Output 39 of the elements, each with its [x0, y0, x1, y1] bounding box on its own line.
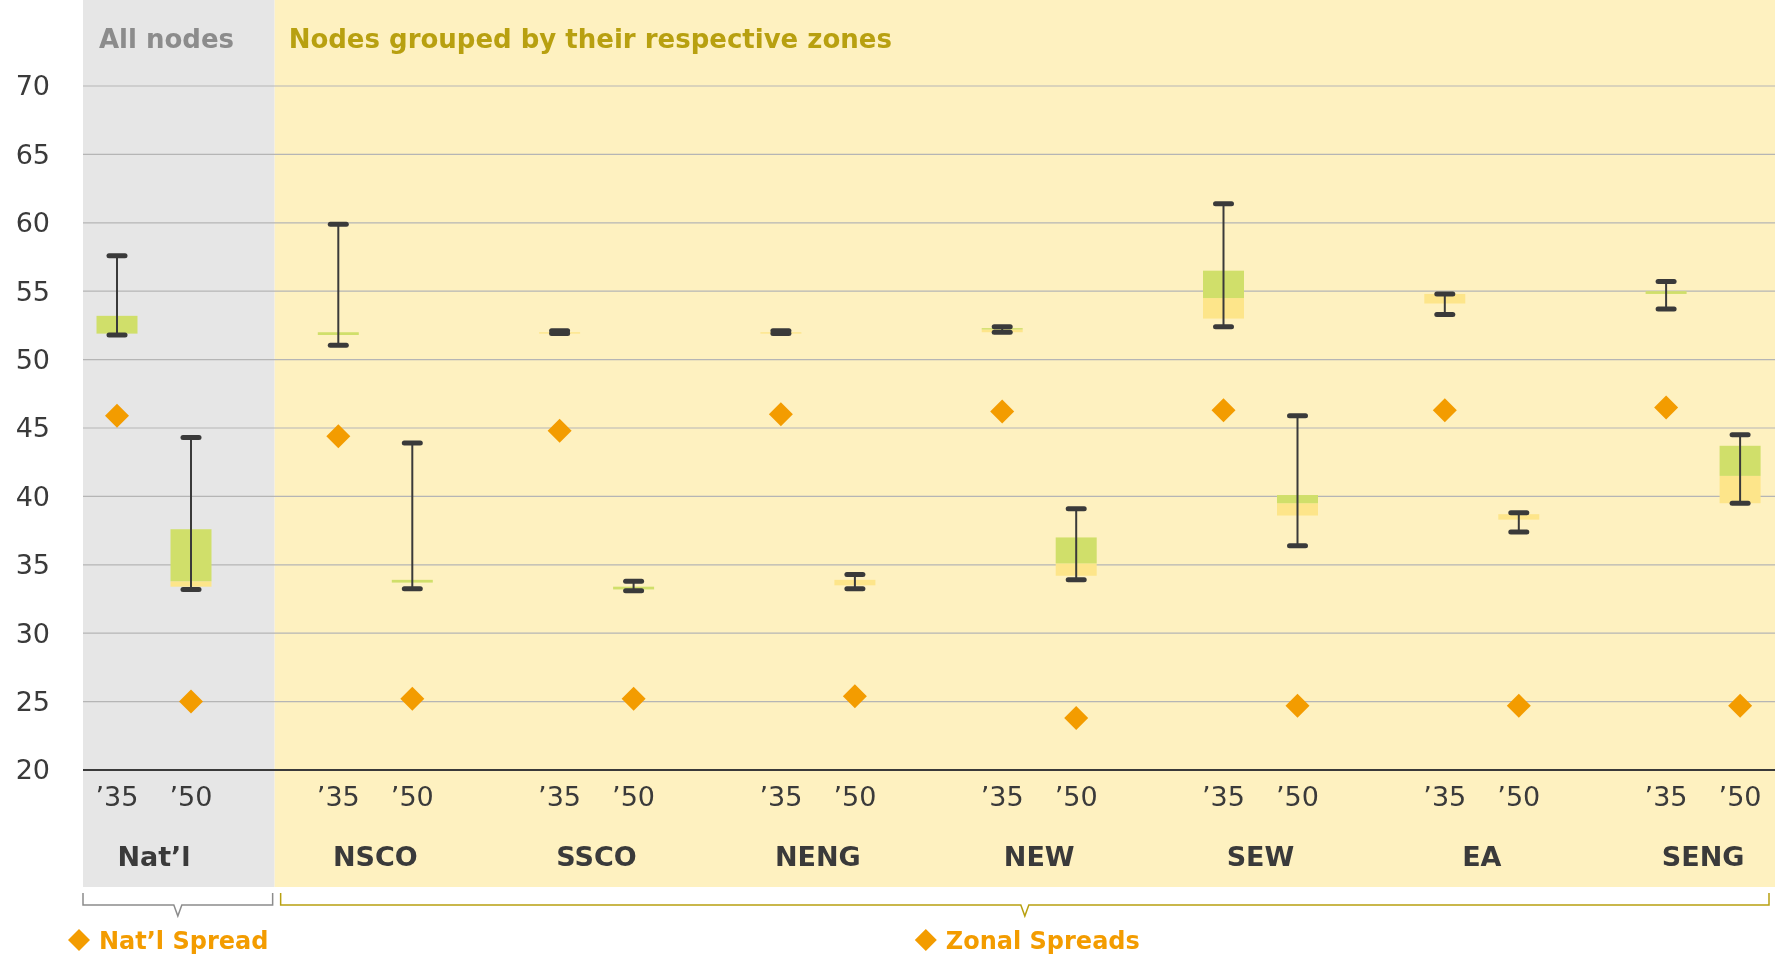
text: All nodes	[99, 24, 235, 54]
text: Nat’l	[117, 841, 191, 872]
y-tick-label: 70	[15, 70, 50, 102]
x-tick-label: ’50	[1054, 781, 1098, 812]
x-tick-label: ’35	[1423, 781, 1467, 812]
legend-label: Zonal Spreads	[945, 927, 1140, 955]
y-tick-label: 25	[15, 686, 50, 718]
x-tick-label: ’35	[759, 781, 803, 812]
y-tick-label: 50	[15, 344, 50, 376]
text: SSCO	[556, 841, 637, 872]
y-tick-label: 60	[15, 207, 50, 239]
x-tick-label: ’35	[538, 781, 582, 812]
text: NSCO	[332, 841, 418, 872]
y-tick-label: 55	[15, 275, 50, 307]
text: SEW	[1226, 841, 1295, 872]
text: SENG	[1661, 841, 1745, 872]
y-tick-label: 40	[15, 480, 50, 512]
x-tick-label: ’50	[390, 781, 434, 812]
x-tick-label: ’35	[1644, 781, 1688, 812]
x-tick-label: ’35	[95, 781, 139, 812]
text: NEW	[1003, 841, 1075, 872]
x-tick-label: ’35	[1202, 781, 1245, 812]
x-tick-label: ’35	[316, 781, 360, 812]
y-tick-label: 30	[15, 617, 50, 649]
y-tick-label: 65	[15, 138, 50, 170]
x-tick-label: ’50	[1276, 781, 1319, 812]
x-tick-label: ’50	[612, 781, 656, 812]
x-tick-label: ’50	[833, 781, 877, 812]
x-tick-label: ’50	[169, 781, 213, 812]
x-tick-label: ’50	[1497, 781, 1541, 812]
y-tick-label: 20	[15, 754, 50, 786]
text: EA	[1462, 841, 1502, 872]
text: Nodes grouped by their respective zones	[288, 24, 892, 54]
x-tick-label: ’50	[1718, 781, 1762, 812]
y-tick-label: 35	[15, 549, 50, 581]
y-tick-label: 45	[15, 412, 50, 444]
x-tick-label: ’35	[980, 781, 1024, 812]
legend-label: Nat’l Spread	[99, 927, 269, 955]
text: NENG	[774, 841, 861, 872]
